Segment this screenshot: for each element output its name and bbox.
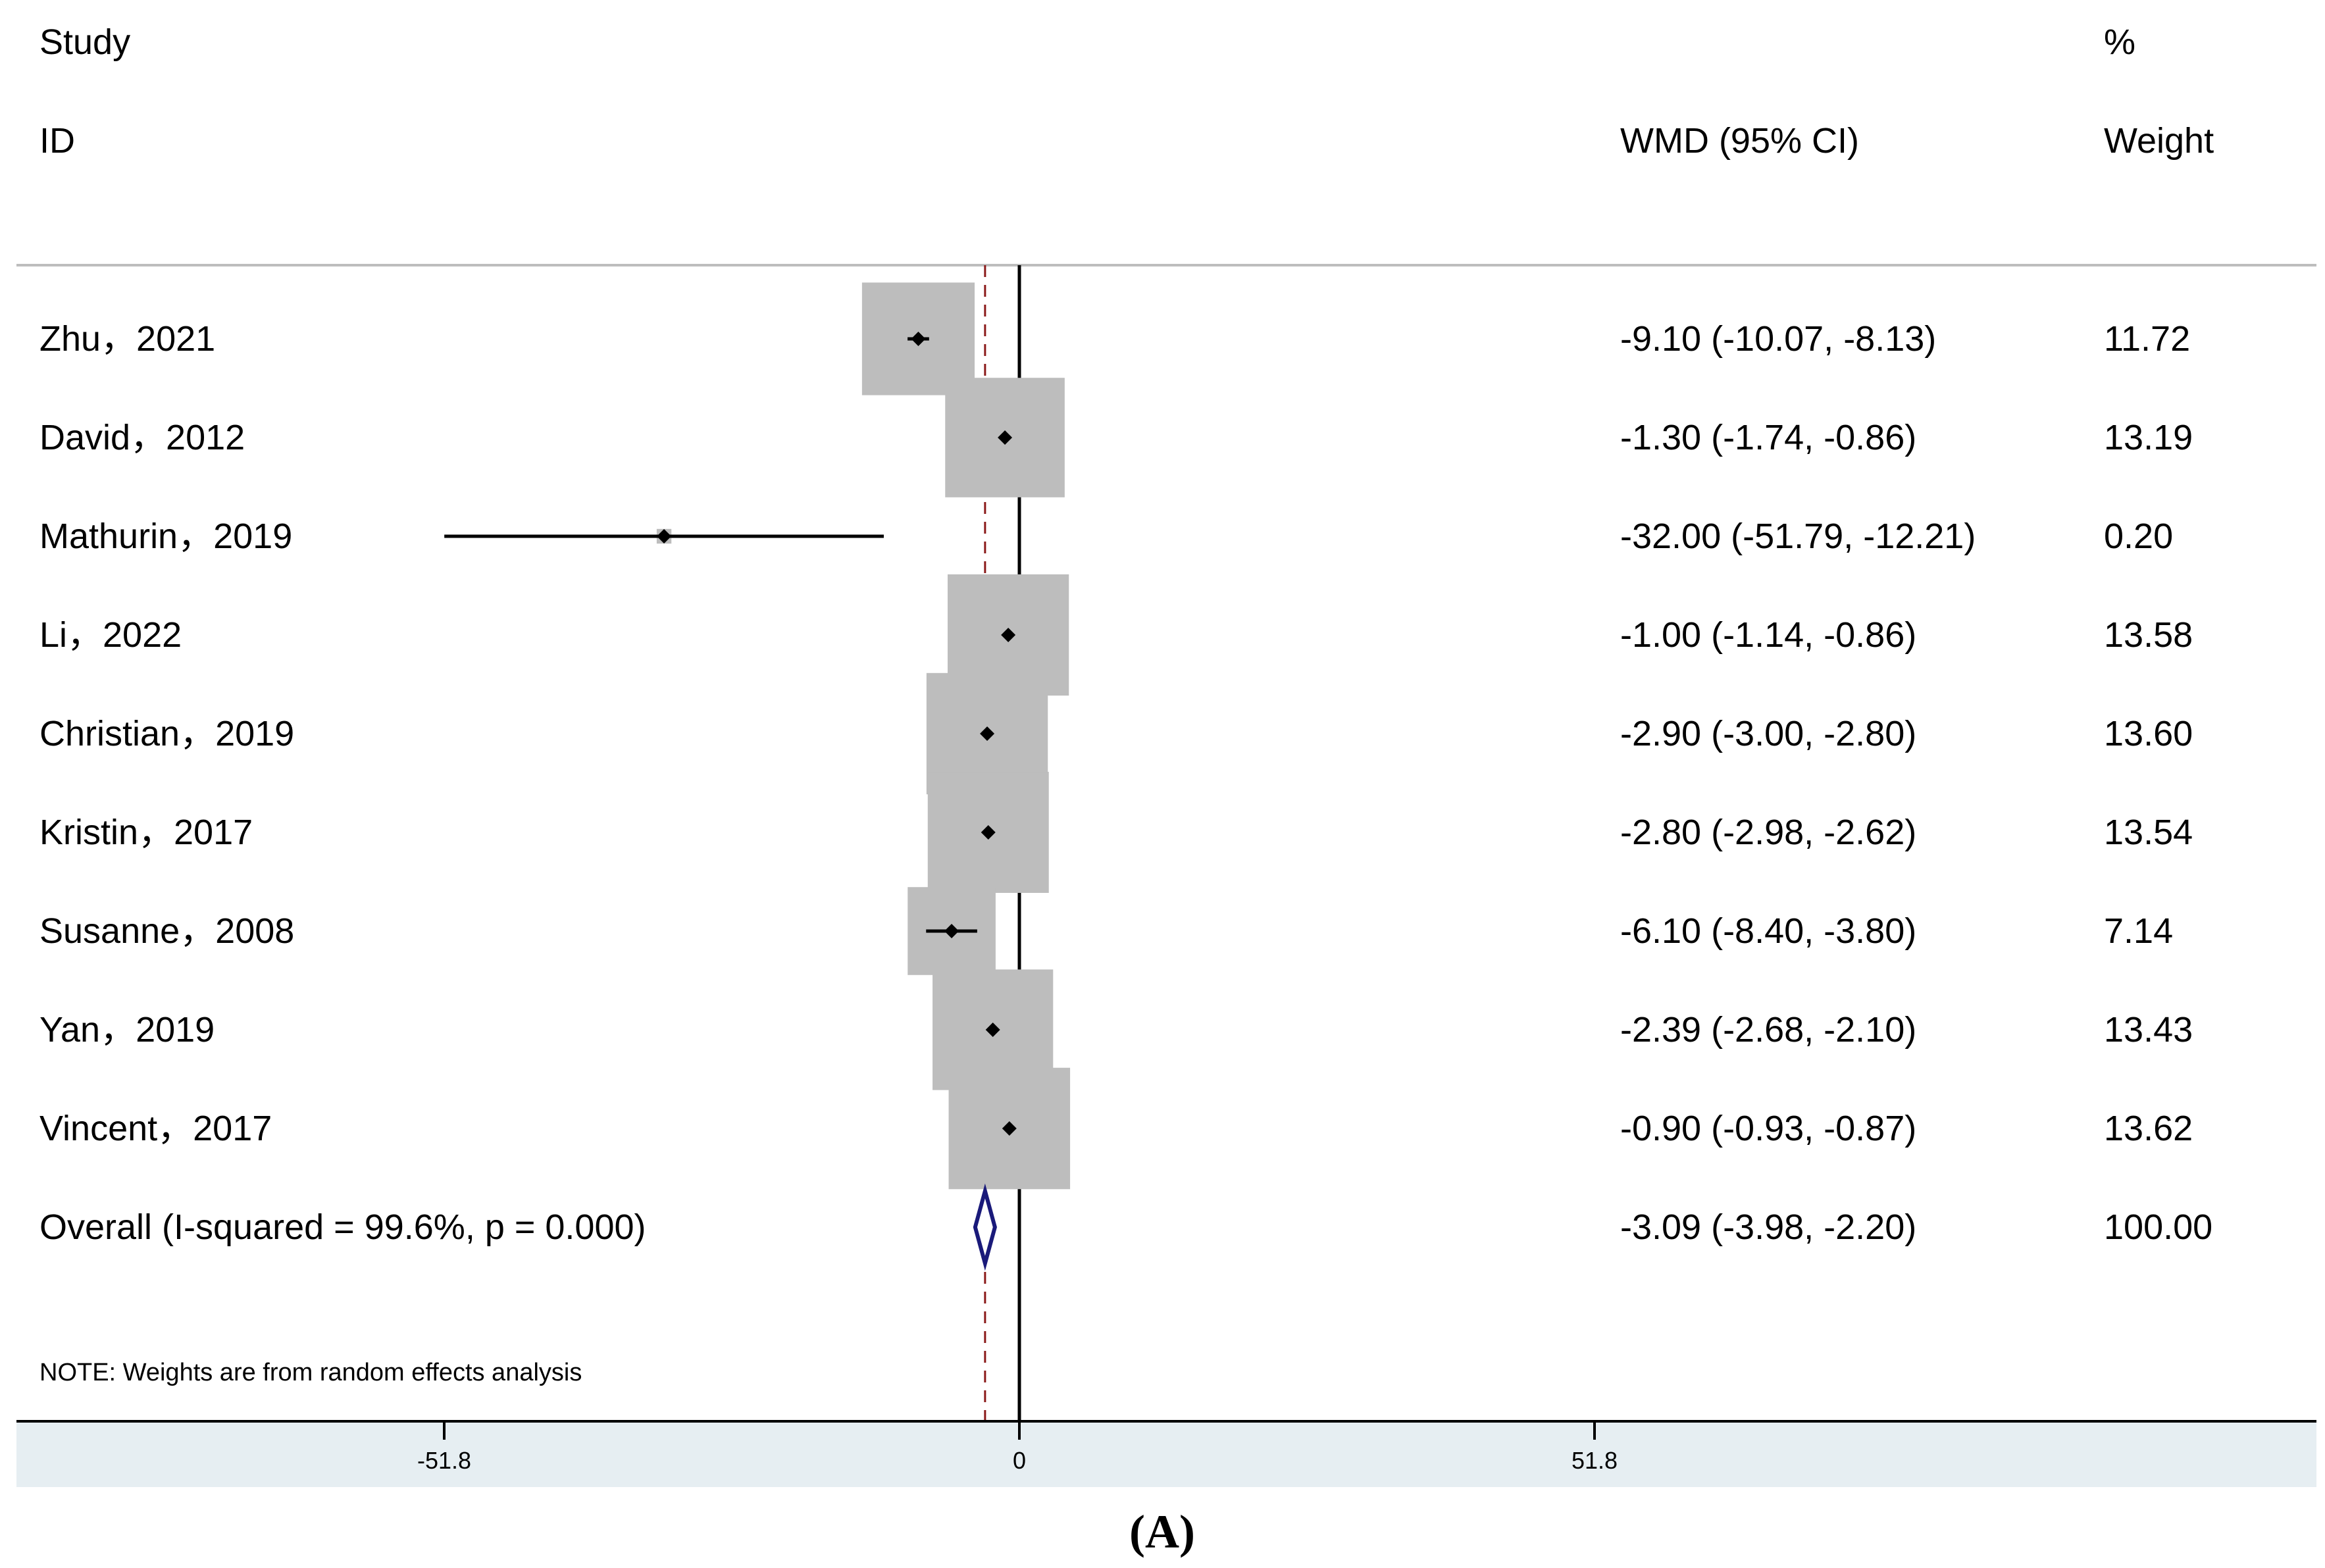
study-rows: Zhu，2021 -9.10 (-10.07, -8.13) 11.72 David，… [39, 319, 2193, 1148]
header-percent: % [2104, 22, 2135, 62]
point-estimate [1002, 1121, 1017, 1136]
point-estimate [985, 1023, 1000, 1037]
point-estimate [980, 726, 995, 741]
study-ci-text: -2.80 (-2.98, -2.62) [1620, 813, 1916, 852]
study-ci-text: -9.10 (-10.07, -8.13) [1620, 319, 1936, 359]
header-study: Study [39, 22, 130, 62]
study-weight-text: 0.20 [2104, 517, 2173, 556]
study-ci-text: -1.00 (-1.14, -0.86) [1620, 615, 1916, 655]
point-estimate [981, 825, 996, 840]
x-tick-label: 0 [1013, 1447, 1026, 1474]
panel-label: (A) [1129, 1505, 1195, 1558]
study-label: Vincent，2017 [39, 1109, 272, 1148]
study-weight-text: 13.19 [2104, 418, 2193, 457]
point-estimate [657, 529, 672, 544]
study-ci-text: -2.39 (-2.68, -2.10) [1620, 1010, 1916, 1050]
study-ci-text: -32.00 (-51.79, -12.21) [1620, 517, 1976, 556]
study-ci-text: -0.90 (-0.93, -0.87) [1620, 1109, 1916, 1148]
study-weight-text: 13.54 [2104, 813, 2193, 852]
study-ci-text: -2.90 (-3.00, -2.80) [1620, 714, 1916, 753]
study-ci-text: -6.10 (-8.40, -3.80) [1620, 911, 1916, 951]
study-label: Zhu，2021 [39, 319, 215, 359]
header-id: ID [39, 121, 75, 161]
study-label: Susanne，2008 [39, 911, 294, 951]
header-weight: Weight [2104, 121, 2214, 161]
study-label: Kristin，2017 [39, 813, 253, 852]
overall-weight-text: 100.00 [2104, 1207, 2212, 1247]
study-label: Yan，2019 [39, 1010, 215, 1050]
study-weight-text: 11.72 [2104, 319, 2190, 359]
x-axis-ticks: -51.8 0 51.8 [417, 1421, 1618, 1474]
overall-label: Overall (I-squared = 99.6%, p = 0.000) [39, 1207, 646, 1247]
study-label: David，2012 [39, 418, 245, 457]
study-weight-text: 13.62 [2104, 1109, 2193, 1148]
plot-marks [444, 265, 1071, 1421]
point-estimate [998, 430, 1013, 445]
weights-note: NOTE: Weights are from random effects an… [39, 1359, 582, 1386]
x-tick-label: -51.8 [417, 1447, 471, 1474]
point-estimate [944, 924, 959, 938]
axis-band [16, 1421, 2316, 1487]
study-label: Christian，2019 [39, 714, 294, 753]
point-estimate [1001, 628, 1016, 642]
study-weight-text: 13.60 [2104, 714, 2193, 753]
study-label: Li，2022 [39, 615, 182, 655]
study-weight-text: 7.14 [2104, 911, 2173, 951]
overall-diamond [973, 1183, 997, 1271]
study-weight-text: 13.58 [2104, 615, 2193, 655]
overall-ci-text: -3.09 (-3.98, -2.20) [1620, 1207, 1916, 1247]
study-label: Mathurin，2019 [39, 517, 292, 556]
study-ci-text: -1.30 (-1.74, -0.86) [1620, 418, 1916, 457]
study-weight-text: 13.43 [2104, 1010, 2193, 1050]
point-estimate [911, 332, 926, 346]
header-effect: WMD (95% CI) [1620, 121, 1859, 161]
x-tick-label: 51.8 [1571, 1447, 1618, 1474]
